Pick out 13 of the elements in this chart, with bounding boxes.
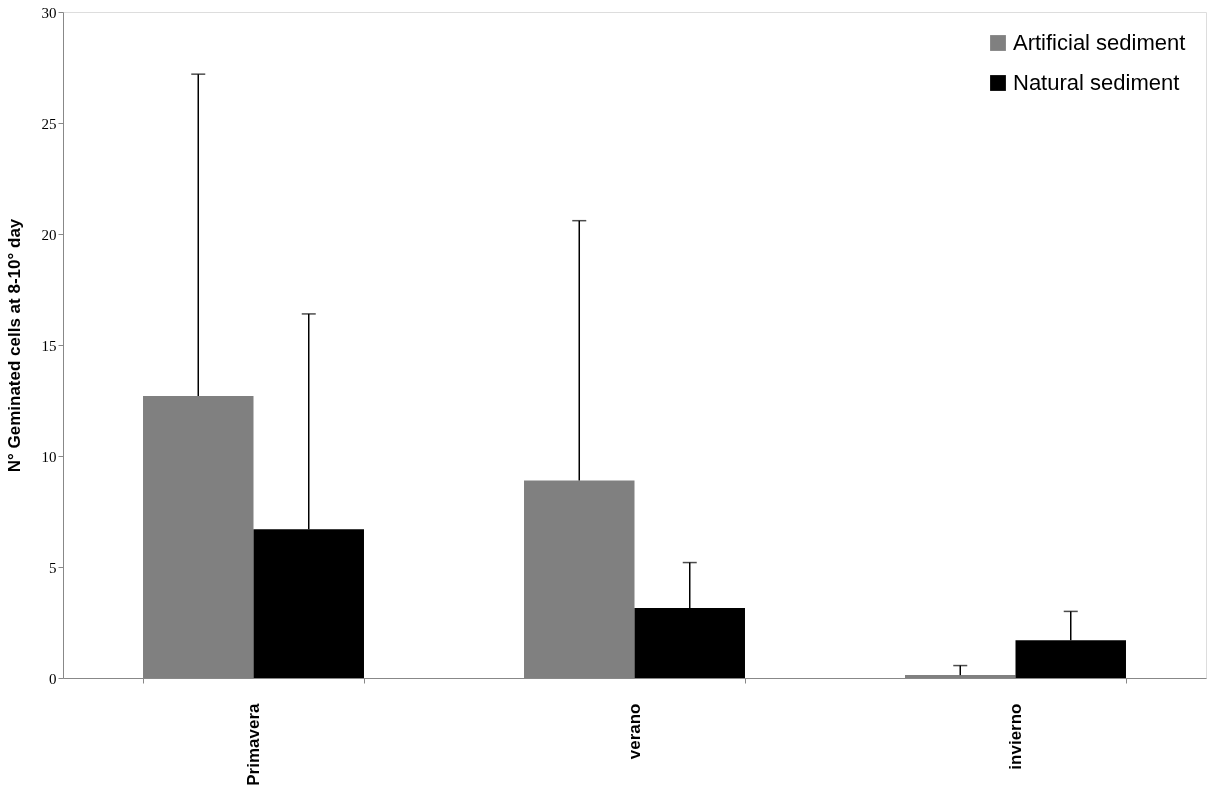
x-tick-label: Primavera — [244, 702, 263, 786]
y-axis-title: N° Geminated cells at 8-10° day — [4, 218, 24, 473]
x-tick-label: verano — [625, 703, 644, 760]
legend-label: Artificial sediment — [1013, 30, 1186, 55]
y-tick-label: 25 — [41, 115, 57, 132]
y-tick-label: 30 — [41, 4, 57, 21]
y-tick-label: 20 — [41, 226, 57, 243]
x-tick-label: invierno — [1006, 703, 1025, 770]
y-tick-label: 0 — [49, 670, 57, 687]
y-tick-label: 10 — [41, 448, 57, 465]
legend-label: Natural sediment — [1013, 70, 1180, 95]
y-tick-label: 5 — [49, 559, 57, 576]
y-tick-label: 15 — [41, 337, 57, 354]
